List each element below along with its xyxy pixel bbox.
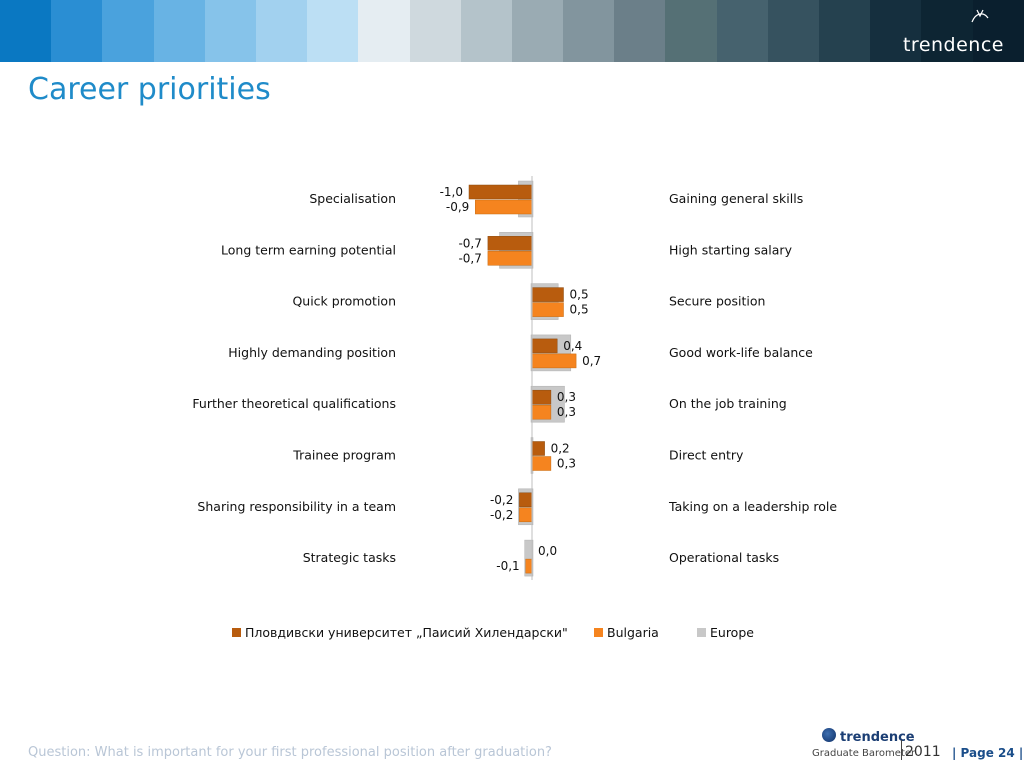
page-number: | Page 24 | xyxy=(952,746,1024,760)
header-stripe xyxy=(153,0,205,62)
left-category-label: Further theoretical qualifications xyxy=(192,396,396,411)
header-stripe xyxy=(972,0,1024,62)
header-stripe xyxy=(921,0,973,62)
left-category-label: Long term earning potential xyxy=(221,242,396,257)
left-category-label: Highly demanding position xyxy=(228,345,396,360)
header-stripe xyxy=(255,0,308,62)
legend-swatch xyxy=(232,628,241,637)
header-color-band xyxy=(0,0,1024,62)
bulgaria-value-label: -0,9 xyxy=(446,200,469,214)
right-category-label: Direct entry xyxy=(669,448,744,463)
header-stripe xyxy=(358,0,410,62)
header-stripe xyxy=(307,0,359,62)
university-bar xyxy=(531,338,558,354)
university-bar xyxy=(531,287,564,302)
bulgaria-bar xyxy=(525,558,533,574)
right-category-label: Taking on a leadership role xyxy=(668,499,837,514)
bulgaria-value-label: -0,1 xyxy=(496,559,519,573)
university-value-label: 0,0 xyxy=(538,544,557,558)
header-stripe xyxy=(716,0,768,62)
footer-logo-separator xyxy=(901,740,902,760)
university-value-label: -0,2 xyxy=(490,493,513,507)
right-category-label: Operational tasks xyxy=(669,550,779,565)
legend-swatch xyxy=(697,628,706,637)
left-category-label: Strategic tasks xyxy=(303,550,396,565)
footer-logo: trendence Graduate Barometer 2011 xyxy=(812,728,941,764)
footer-logo-name: trendence xyxy=(840,730,915,745)
bulgaria-value-label: 0,3 xyxy=(557,457,576,471)
header-stripe xyxy=(563,0,615,62)
left-category-label: Quick promotion xyxy=(292,294,396,309)
university-bar xyxy=(531,389,552,405)
left-category-label: Specialisation xyxy=(309,191,396,206)
right-category-label: Good work-life balance xyxy=(669,345,813,360)
header-stripe xyxy=(511,0,564,62)
europe-bar xyxy=(524,539,534,577)
brand-compass-icon xyxy=(971,9,989,23)
header-stripe xyxy=(460,0,512,62)
right-category-label: Secure position xyxy=(669,294,765,309)
university-bar xyxy=(468,184,533,200)
header-stripe xyxy=(51,0,103,62)
university-bar xyxy=(519,492,533,508)
university-value-label: -1,0 xyxy=(440,185,463,199)
brand-logo-text: trendence xyxy=(902,34,1004,56)
logo-globe-icon xyxy=(822,728,836,742)
university-value-label: 0,2 xyxy=(551,442,570,456)
bulgaria-value-label: 0,7 xyxy=(582,354,601,368)
header-stripe xyxy=(0,0,52,62)
header-stripe xyxy=(870,0,922,62)
university-value-label: -0,7 xyxy=(458,236,481,250)
university-bar xyxy=(487,236,533,251)
university-bar xyxy=(531,441,545,456)
bulgaria-bar xyxy=(487,251,533,266)
right-category-label: High starting salary xyxy=(669,242,793,257)
footer-logo-subtitle: Graduate Barometer xyxy=(812,748,916,759)
right-category-label: Gaining general skills xyxy=(669,191,803,206)
university-value-label: 0,5 xyxy=(570,288,589,302)
header-stripe xyxy=(665,0,717,62)
bulgaria-value-label: 0,3 xyxy=(557,405,576,419)
footer-logo-year: 2011 xyxy=(905,744,941,760)
bulgaria-bar xyxy=(531,353,577,369)
legend-label: Пловдивски университет „Паисий Хилендарс… xyxy=(245,625,568,640)
header-stripe xyxy=(409,0,461,62)
header-stripe xyxy=(614,0,666,62)
bulgaria-value-label: 0,5 xyxy=(570,303,589,317)
header-stripe xyxy=(102,0,154,62)
header-stripe xyxy=(204,0,256,62)
bulgaria-bar xyxy=(475,199,533,215)
header-stripe xyxy=(819,0,871,62)
bulgaria-bar xyxy=(531,456,552,471)
university-value-label: 0,4 xyxy=(563,339,582,353)
left-category-label: Trainee program xyxy=(292,448,396,463)
bulgaria-bar xyxy=(519,507,533,523)
header-stripe xyxy=(767,0,819,62)
left-category-label: Sharing responsibility in a team xyxy=(197,499,396,514)
legend-label: Europe xyxy=(710,625,754,640)
bulgaria-value-label: -0,7 xyxy=(458,251,481,265)
footer-question: Question: What is important for your fir… xyxy=(28,745,552,760)
bulgaria-value-label: -0,2 xyxy=(490,508,513,522)
university-value-label: 0,3 xyxy=(557,390,576,404)
legend-swatch xyxy=(594,628,603,637)
legend-label: Bulgaria xyxy=(607,625,659,640)
page-title: Career priorities xyxy=(28,72,271,107)
bulgaria-bar xyxy=(531,404,552,420)
bulgaria-bar xyxy=(531,302,564,317)
right-category-label: On the job training xyxy=(669,396,787,411)
